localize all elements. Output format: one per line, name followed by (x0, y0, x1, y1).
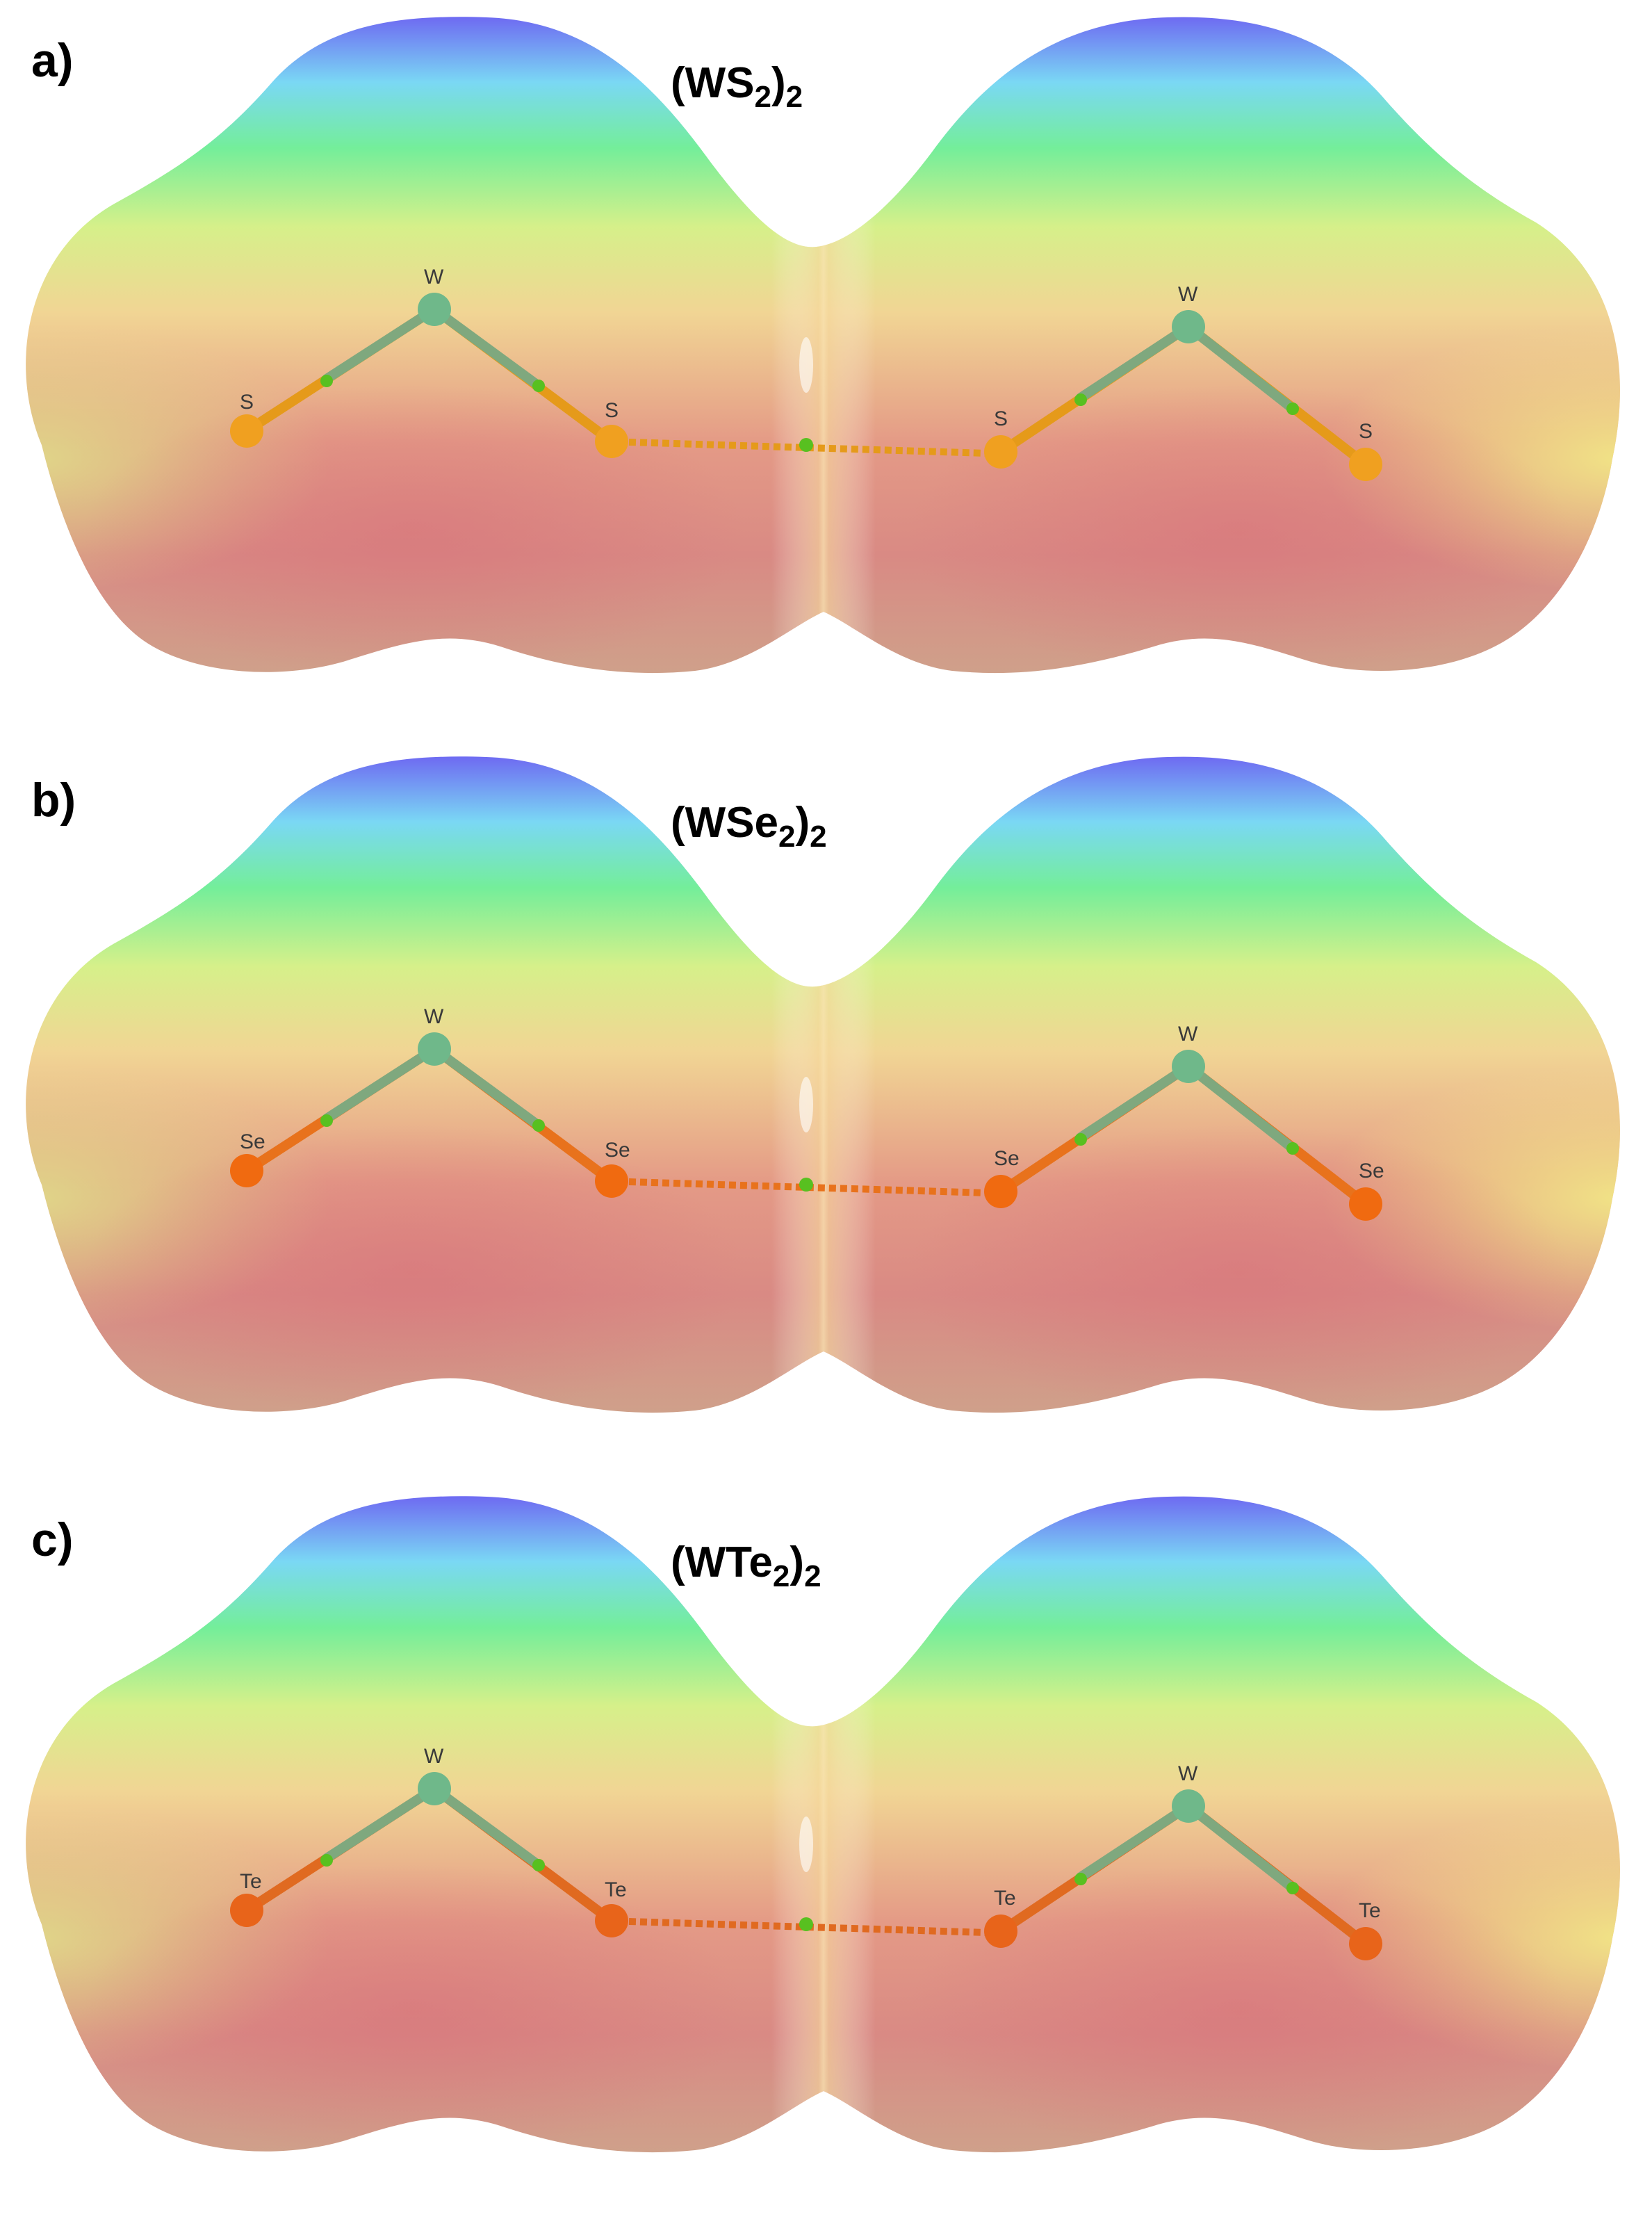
left-monomer: Te W Te (230, 1745, 628, 1937)
panel-title: (WS2)2 (671, 59, 803, 114)
atom-label: S (994, 407, 1008, 430)
bond-critical-point (532, 1859, 545, 1871)
atom-label: W (1178, 1023, 1198, 1046)
chalcogen-atom (984, 1175, 1017, 1208)
panel-b: b) (WSe2)2 Se W Se Se W Se (0, 740, 1652, 1479)
bond-critical-point (1074, 1873, 1087, 1885)
bond-critical-point (799, 438, 813, 452)
bond-critical-point (1286, 403, 1299, 415)
chalcogen-atom (230, 414, 263, 448)
chalcogen-atom (984, 1915, 1017, 1948)
tungsten-atom (1172, 1789, 1205, 1823)
bond-critical-point (320, 1114, 333, 1127)
tungsten-atom (1172, 1050, 1205, 1083)
atom-label: S (240, 391, 254, 414)
bond-critical-point (799, 1917, 813, 1931)
panel-label: a) (31, 34, 73, 87)
tungsten-atom (1172, 310, 1205, 343)
bond-critical-point (1286, 1882, 1299, 1894)
chalcogen-atom (1349, 448, 1382, 481)
bond-critical-point (532, 380, 545, 392)
panel-title: (WSe2)2 (671, 799, 827, 854)
atom-label: W (424, 1005, 444, 1028)
right-monomer: S W S (984, 283, 1382, 481)
panel-a: a) (WS2)2 S W S S W S (0, 0, 1652, 740)
atom-label: W (424, 266, 444, 288)
chalcogen-atom (595, 425, 628, 458)
atom-label: Se (240, 1130, 265, 1153)
mep-surface-svg: a) (WS2)2 S W S S W S (26, 17, 1620, 674)
atom-label: Te (605, 1878, 627, 1901)
chalcogen-atom (230, 1894, 263, 1927)
electrostatic-potential-surface (26, 17, 1620, 674)
electrostatic-potential-surface (26, 1496, 1620, 2153)
tungsten-atom (418, 293, 451, 326)
bond-critical-point (1074, 393, 1087, 406)
atom-label: W (424, 1745, 444, 1768)
panel-title: (WTe2)2 (671, 1538, 821, 1593)
right-monomer: Se W Se (984, 1023, 1384, 1221)
atom-label: S (605, 399, 619, 422)
atom-label: Se (1359, 1160, 1384, 1182)
atom-label: Te (994, 1887, 1016, 1910)
panel-c: c) (WTe2)2 Te W Te Te W Te (0, 1479, 1652, 2219)
panel-label: c) (31, 1513, 73, 1566)
chalcogen-atom (1349, 1187, 1382, 1221)
atom-label: Te (1359, 1899, 1381, 1922)
panel-label: b) (31, 774, 76, 827)
atom-label: Se (994, 1147, 1020, 1170)
tungsten-atom (418, 1032, 451, 1066)
mep-surface-svg: c) (WTe2)2 Te W Te Te W Te (26, 1496, 1620, 2153)
left-monomer: Se W Se (230, 1005, 630, 1198)
bond-critical-point (532, 1119, 545, 1132)
electrostatic-potential-surface (26, 756, 1620, 1413)
bond-critical-point (799, 1178, 813, 1192)
tungsten-atom (418, 1772, 451, 1805)
atom-label: S (1359, 420, 1373, 443)
chalcogen-atom (1349, 1927, 1382, 1960)
right-monomer: Te W Te (984, 1762, 1382, 1960)
mep-surface-svg: b) (WSe2)2 Se W Se Se W Se (26, 756, 1620, 1413)
atom-label: W (1178, 283, 1198, 306)
atom-label: Te (240, 1870, 262, 1893)
bond-critical-point (320, 1854, 333, 1867)
bond-critical-point (320, 375, 333, 387)
bond-critical-point (1286, 1142, 1299, 1155)
chalcogen-atom (230, 1154, 263, 1187)
atom-label: Se (605, 1139, 630, 1162)
chalcogen-atom (595, 1904, 628, 1937)
atom-label: W (1178, 1762, 1198, 1785)
chalcogen-atom (595, 1164, 628, 1198)
chalcogen-atom (984, 435, 1017, 469)
bond-critical-point (1074, 1133, 1087, 1146)
left-monomer: S W S (230, 266, 628, 458)
